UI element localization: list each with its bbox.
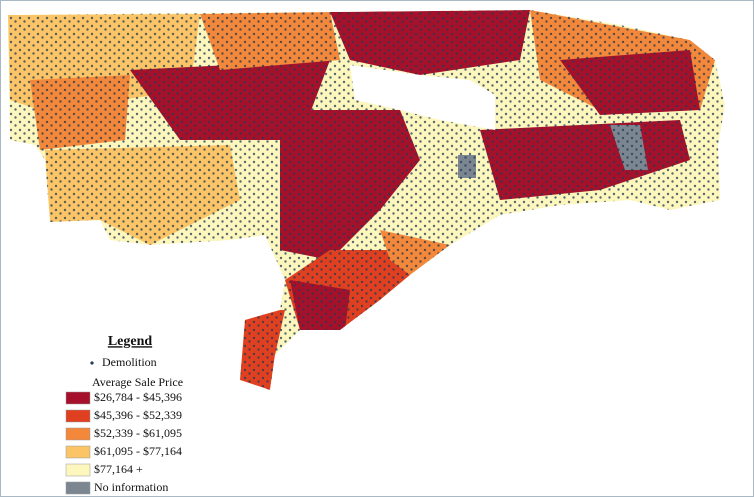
legend-item-label: $26,784 - $45,396 [94,390,182,404]
legend-item-label: $61,095 - $77,164 [94,444,182,458]
legend-subtitle: Average Sale Price [92,375,183,389]
legend-swatch [65,409,91,423]
legend-item-label: $52,339 - $61,095 [94,426,182,440]
legend-title: Legend [108,334,153,349]
legend-item-label: No information [94,480,168,494]
legend-swatch [65,445,91,459]
legend: Legend Demolition Average Sale Price $26… [65,334,183,495]
legend-item-label: $45,396 - $52,339 [94,408,182,422]
legend-point-symbol [90,361,94,365]
legend-swatch [65,463,91,477]
legend-swatch [65,391,91,405]
map-gap [350,65,495,130]
legend-swatch [65,481,91,495]
legend-swatch [65,427,91,441]
legend-item-label: $77,164 + [94,462,143,476]
legend-point-label: Demolition [102,355,157,369]
